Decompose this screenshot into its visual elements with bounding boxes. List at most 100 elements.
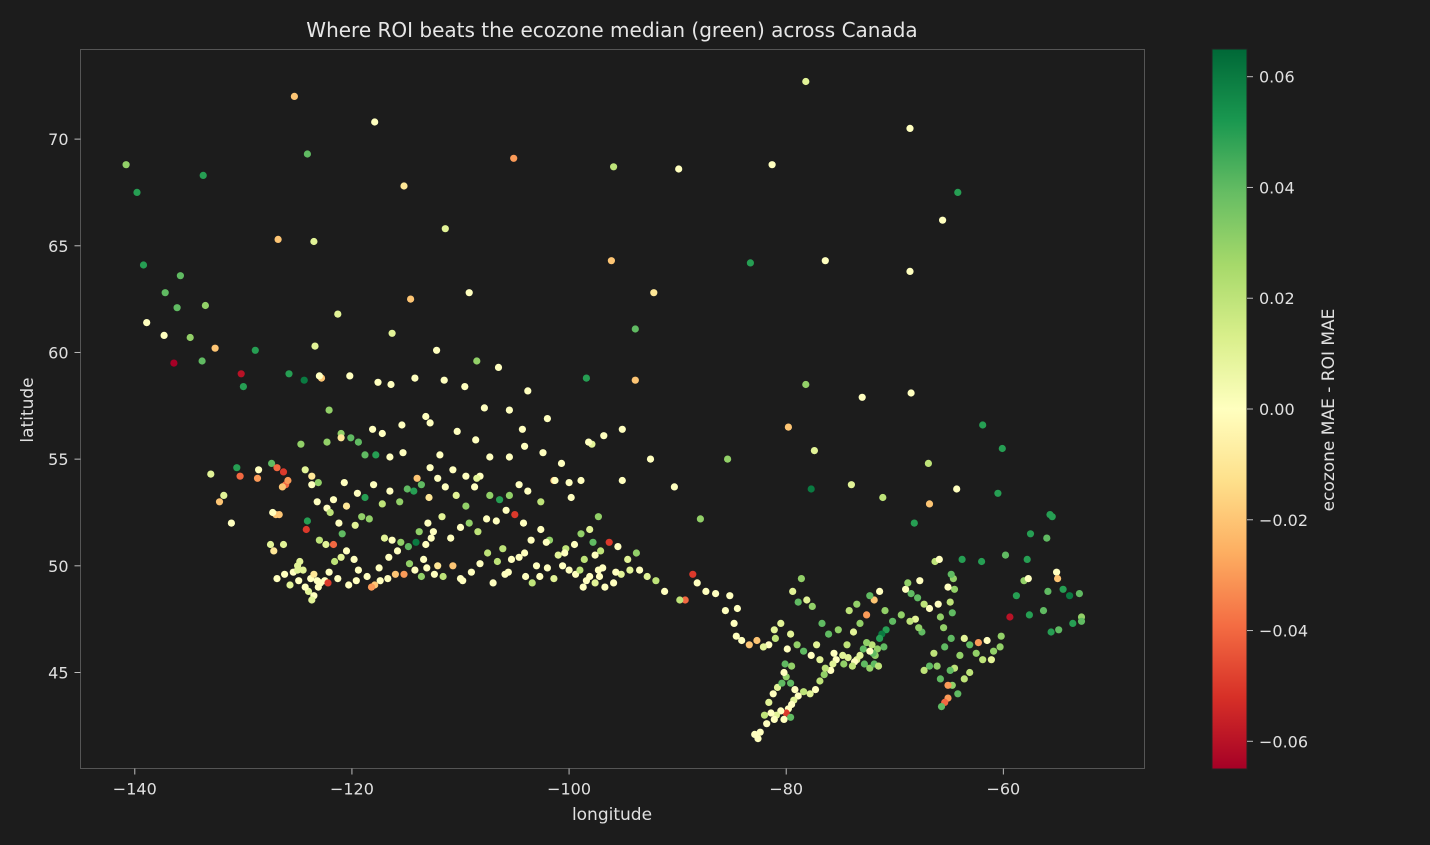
data-point	[793, 641, 801, 649]
data-point	[650, 289, 658, 297]
data-point	[386, 453, 394, 461]
data-point	[738, 636, 746, 645]
data-point	[251, 346, 259, 354]
data-point	[897, 611, 905, 619]
data-point	[386, 487, 394, 495]
data-point	[274, 235, 282, 243]
data-point	[410, 487, 418, 495]
data-point	[505, 453, 513, 461]
data-point	[807, 651, 815, 660]
data-point	[915, 624, 923, 632]
data-point	[1006, 613, 1014, 621]
y-tick-label: 50	[48, 557, 68, 576]
data-point	[780, 715, 788, 724]
data-point	[507, 555, 516, 564]
data-point	[133, 188, 141, 196]
data-point	[275, 510, 283, 519]
data-point	[211, 344, 219, 352]
data-point	[866, 592, 874, 600]
data-point	[800, 688, 808, 696]
data-point	[565, 479, 573, 487]
data-point	[273, 464, 281, 472]
data-point	[539, 449, 547, 457]
data-point	[396, 498, 404, 506]
data-point	[829, 660, 837, 668]
data-point	[770, 626, 778, 634]
data-point	[323, 438, 331, 446]
data-point	[350, 555, 358, 564]
data-point	[363, 572, 371, 581]
data-point	[361, 451, 369, 459]
data-point	[351, 521, 359, 529]
data-point	[459, 577, 467, 585]
colorbar-tick-label: −0.06	[1259, 732, 1308, 751]
data-point	[960, 634, 968, 643]
data-point	[880, 643, 888, 651]
y-axis-ticks: 45 50 55 60 65 70	[48, 130, 81, 682]
data-point	[433, 346, 441, 354]
data-point	[600, 432, 608, 440]
data-point	[830, 649, 838, 657]
data-point	[279, 468, 288, 476]
data-point	[998, 444, 1006, 453]
data-point	[372, 451, 380, 459]
data-point	[407, 295, 415, 303]
data-point	[447, 534, 455, 542]
data-point	[950, 585, 959, 593]
data-point	[329, 540, 338, 549]
data-point	[607, 257, 616, 265]
data-point	[220, 491, 228, 499]
data-point	[561, 549, 569, 557]
data-point	[944, 583, 952, 591]
x-tick-label: −80	[769, 780, 803, 799]
data-point	[863, 611, 871, 619]
data-point	[326, 508, 334, 517]
data-point	[505, 406, 513, 414]
data-point	[370, 481, 378, 489]
data-point	[802, 380, 810, 389]
data-point	[853, 600, 861, 608]
y-tick-label: 60	[48, 343, 68, 362]
data-point	[636, 566, 644, 574]
data-point	[907, 590, 915, 598]
data-point	[626, 566, 634, 574]
data-point	[925, 662, 934, 670]
data-point	[591, 579, 599, 587]
data-point	[954, 690, 962, 698]
data-point	[388, 329, 396, 337]
data-point	[310, 237, 318, 246]
data-point	[426, 419, 434, 427]
data-point	[1069, 619, 1077, 628]
data-point	[441, 225, 449, 233]
data-point	[763, 720, 771, 728]
data-point	[979, 656, 987, 664]
data-point	[782, 709, 790, 717]
data-point	[393, 547, 402, 555]
data-point	[881, 607, 889, 615]
data-point	[542, 538, 550, 546]
data-point	[266, 540, 275, 549]
data-point	[173, 304, 181, 312]
data-point	[870, 596, 878, 604]
data-point	[380, 534, 389, 542]
data-point	[778, 679, 786, 687]
data-point	[794, 598, 802, 606]
data-point	[227, 519, 235, 527]
data-point	[476, 560, 484, 568]
data-point	[844, 654, 852, 662]
data-point	[771, 634, 780, 643]
data-point	[866, 647, 874, 655]
data-point	[820, 671, 828, 679]
data-point	[788, 662, 796, 670]
data-point	[879, 493, 887, 502]
data-point	[411, 566, 419, 574]
data-point	[504, 568, 512, 576]
data-point	[554, 551, 562, 559]
colorbar-tick-label: 0.06	[1259, 68, 1295, 87]
data-point	[524, 487, 532, 495]
data-point	[789, 587, 797, 596]
data-point	[201, 301, 209, 310]
data-point	[702, 587, 710, 596]
data-point	[808, 602, 816, 611]
data-point	[270, 547, 278, 555]
